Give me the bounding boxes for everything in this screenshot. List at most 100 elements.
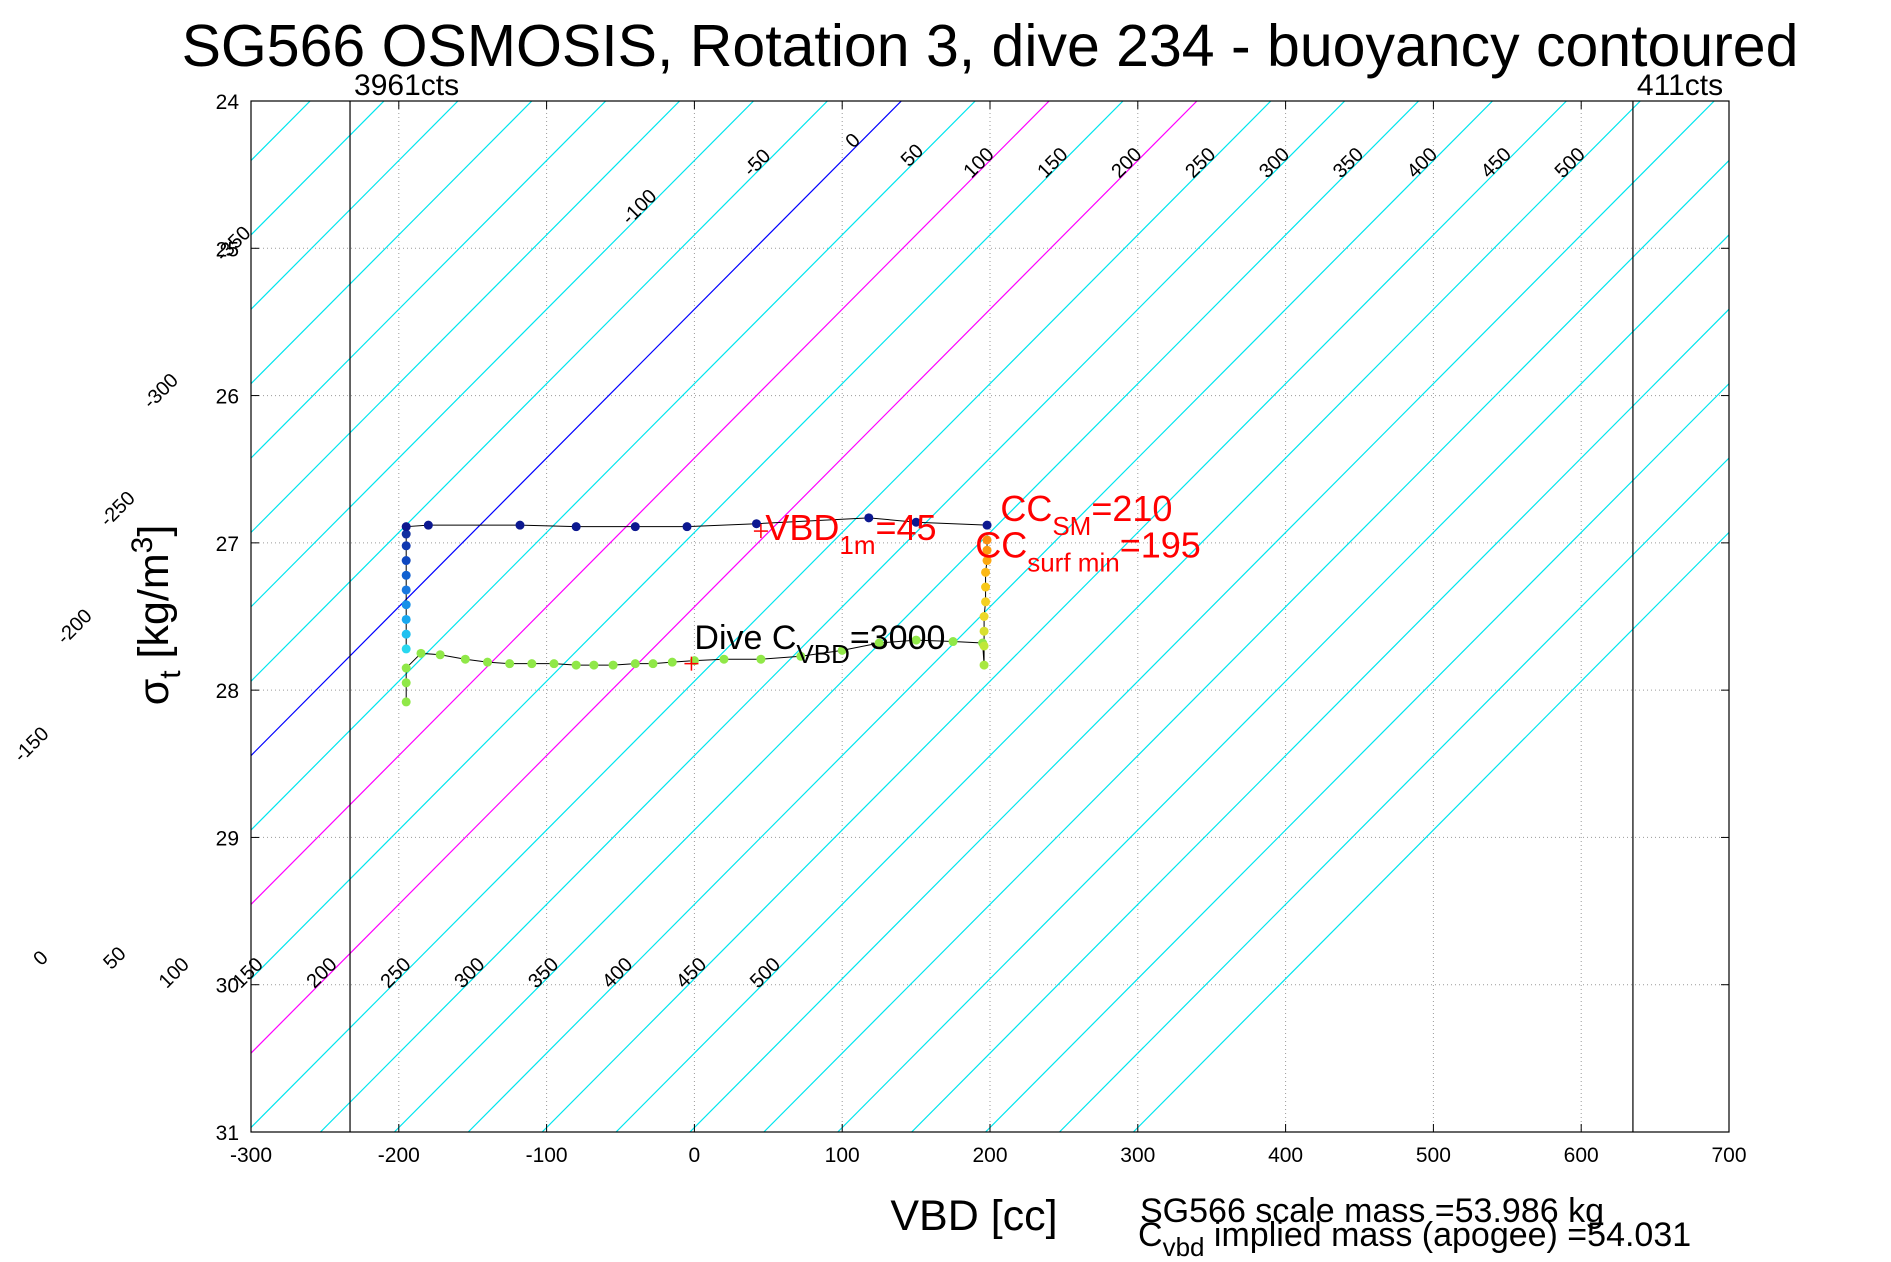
annotation-subscript: VBD [796, 639, 849, 669]
y-tick-label: 27 [216, 533, 239, 556]
contour-line-neg200 [251, 101, 607, 459]
y-tick-label: 25 [216, 238, 239, 261]
climb-point [981, 582, 991, 592]
climb-point [630, 659, 640, 669]
climb-point [874, 638, 884, 648]
dive-point [401, 644, 411, 654]
contour-label: -150 [10, 723, 54, 767]
annotation-subscript: surf min [1027, 548, 1119, 578]
x-tick-label: -100 [526, 1144, 568, 1167]
x-tick-label: 300 [1120, 1144, 1155, 1167]
climb-point [527, 659, 537, 669]
contour-line-550 [689, 101, 1715, 1132]
contour-label: 200 [302, 954, 341, 993]
vbd-limit-label: 411cts [1637, 69, 1723, 102]
dive-point [401, 614, 411, 624]
contour-line-100 [251, 101, 1050, 906]
contour-label: -300 [139, 369, 183, 413]
contour-line-200 [251, 101, 1198, 1055]
contour-label: 200 [1107, 143, 1146, 182]
annotation-red: CCsurf min=195 [975, 525, 1201, 578]
climb-point [982, 545, 992, 555]
contour-label: 50 [897, 140, 928, 171]
climb-point [549, 659, 559, 669]
dive-point [401, 522, 411, 532]
dive-point [401, 529, 411, 539]
climb-point [416, 648, 426, 658]
contour-line-250 [251, 101, 1272, 1129]
x-tick-label: 200 [972, 1144, 1007, 1167]
dive-point [571, 522, 581, 532]
dive-point [401, 541, 411, 551]
y-label-sigma: σ [130, 679, 178, 706]
climb-point [505, 659, 515, 669]
y-label-close: ] [130, 525, 178, 537]
dive-point [515, 520, 525, 530]
y-label-unit: [kg/m [130, 553, 178, 670]
climb-point [982, 535, 992, 545]
climb-point [981, 567, 991, 577]
dive-point [401, 570, 411, 580]
climb-point [979, 660, 989, 670]
contour-line-500 [615, 101, 1641, 1132]
y-tick-label: 28 [216, 680, 239, 703]
contour-label: 250 [1181, 143, 1220, 182]
annotation-red: VBD1m=45 [765, 507, 936, 560]
climb-point [982, 556, 992, 566]
contour-line-850 [1132, 531, 1729, 1132]
contour-line-neg300 [251, 101, 459, 311]
annotation-red: CCSM=210 [1000, 488, 1172, 541]
contour-line-600 [763, 159, 1729, 1132]
annotation-text: =3000 [850, 619, 946, 657]
x-tick-label: 700 [1711, 1144, 1746, 1167]
contour-label: 100 [959, 143, 998, 182]
contour-label: 250 [376, 954, 415, 993]
y-axis-ticks: 24 25 26 27 28 29 30 31 [216, 91, 1729, 1145]
climb-point [981, 597, 991, 607]
annotation-subscript: SM [1052, 511, 1091, 541]
contour-line-150 [251, 101, 1124, 980]
y-axis-label: σt [kg/m3] [126, 525, 187, 706]
climb-point [401, 663, 411, 673]
x-tick-label: 400 [1268, 1144, 1303, 1167]
y-tick-label: 24 [216, 91, 240, 114]
annotation-text: Dive C [694, 619, 796, 657]
contour-label: 100 [155, 954, 194, 993]
contour-label: 450 [672, 954, 711, 993]
implied-mass-note: Cvbd implied mass (apogee) =54.031 [1138, 1216, 1691, 1262]
climb-point [401, 697, 411, 707]
climb-point [667, 657, 677, 667]
y-tick-label: 29 [216, 827, 239, 850]
contour-label: 500 [1551, 143, 1590, 182]
y-tick-label: 30 [216, 975, 239, 998]
climb-point [608, 660, 618, 670]
contour-label: 0 [29, 947, 52, 970]
contour-label: 50 [99, 943, 130, 974]
contour-line-350 [393, 101, 1420, 1132]
contour-label: 400 [598, 954, 637, 993]
contour-line-0 [251, 101, 902, 757]
climb-point [911, 635, 921, 645]
contour-label: 150 [1033, 143, 1072, 182]
dive-point [630, 522, 640, 532]
dive-point [864, 513, 874, 523]
dive-point [401, 600, 411, 610]
contour-line-300 [320, 101, 1346, 1132]
x-axis-ticks: -300 -200 -100 0 100 200 300 400 500 600 700 [230, 101, 1747, 1167]
contour-line-700 [911, 308, 1729, 1132]
dive-point [401, 629, 411, 639]
vbd-limit-lines: 3961cts 411cts [349, 69, 1723, 1132]
annotation-text: CC [1000, 488, 1052, 529]
contour-line-750 [985, 382, 1729, 1132]
annotation-text: =210 [1091, 488, 1172, 529]
implied-mass-c: C [1138, 1216, 1163, 1254]
x-tick-label: -300 [230, 1144, 272, 1167]
contour-label: 400 [1403, 143, 1442, 182]
dive-point [911, 517, 921, 527]
climb-point [589, 660, 599, 670]
dive-point [401, 556, 411, 566]
climb-point [979, 612, 989, 621]
contour-line-neg100 [251, 101, 754, 608]
